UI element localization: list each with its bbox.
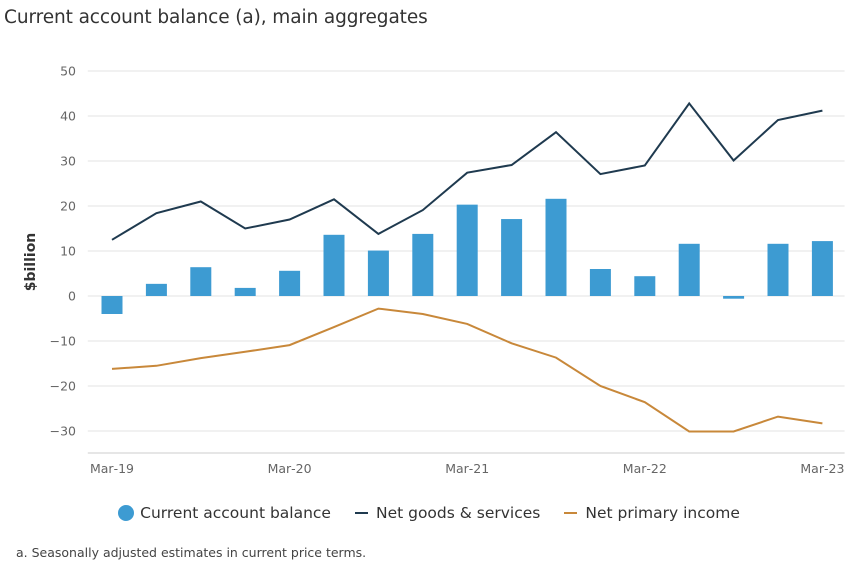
bar	[279, 270, 301, 296]
y-tick-label: 30	[60, 154, 76, 169]
bar	[589, 269, 611, 296]
y-tick-label: 20	[60, 199, 76, 214]
legend-line-icon	[564, 512, 578, 514]
bar	[145, 283, 167, 296]
bar	[323, 234, 345, 296]
y-tick-label: 40	[60, 109, 76, 124]
legend-item-net-goods-services[interactable]: Net goods & services	[354, 504, 541, 522]
bar	[545, 198, 567, 296]
x-tick-label: Mar‑22	[623, 461, 667, 476]
x-tick-label: Mar‑20	[268, 461, 312, 476]
y-tick-label: 50	[60, 64, 76, 79]
bar	[367, 250, 389, 296]
legend-dot-icon	[118, 505, 135, 521]
y-tick-label: 0	[68, 289, 76, 304]
x-tick-label: Mar‑21	[445, 461, 489, 476]
line-series	[111, 101, 823, 433]
legend-item-current-account-balance[interactable]: Current account balance	[118, 504, 331, 522]
bar	[501, 219, 523, 296]
bar	[723, 296, 745, 299]
bar	[234, 287, 256, 296]
bar	[101, 296, 123, 314]
y-axis-label: $billion	[23, 233, 39, 292]
y-tick-label: −30	[50, 424, 76, 439]
legend-line-icon	[354, 512, 368, 514]
y-tick-label: −10	[50, 334, 76, 349]
bar	[811, 241, 833, 296]
y-tick-label: −20	[50, 379, 76, 394]
legend-label: Net goods & services	[375, 504, 541, 522]
legend-label: Net primary income	[585, 504, 740, 522]
bar	[456, 204, 478, 296]
line-net-primary-income	[111, 307, 823, 433]
x-tick-label: Mar‑23	[800, 461, 844, 476]
legend: Current account balance Net goods & serv…	[0, 504, 858, 522]
legend-label: Current account balance	[140, 504, 331, 522]
chart-title: Current account balance (a), main aggreg…	[4, 7, 428, 28]
x-tick-label: Mar‑19	[90, 461, 134, 476]
bar	[767, 243, 789, 296]
bar	[678, 243, 700, 296]
bar-series-current-account-balance	[101, 198, 833, 314]
bar	[634, 276, 656, 296]
legend-item-net-primary-income[interactable]: Net primary income	[564, 504, 740, 522]
footnote: a. Seasonally adjusted estimates in curr…	[16, 545, 367, 560]
y-axis-ticks: 50 40 30 20 10 0 −10 −20 −30	[50, 64, 76, 439]
y-tick-label: 10	[60, 244, 76, 259]
bar	[412, 233, 434, 296]
x-axis-ticks: Mar‑19 Mar‑20 Mar‑21 Mar‑22 Mar‑23	[90, 461, 844, 476]
bar	[190, 267, 212, 296]
